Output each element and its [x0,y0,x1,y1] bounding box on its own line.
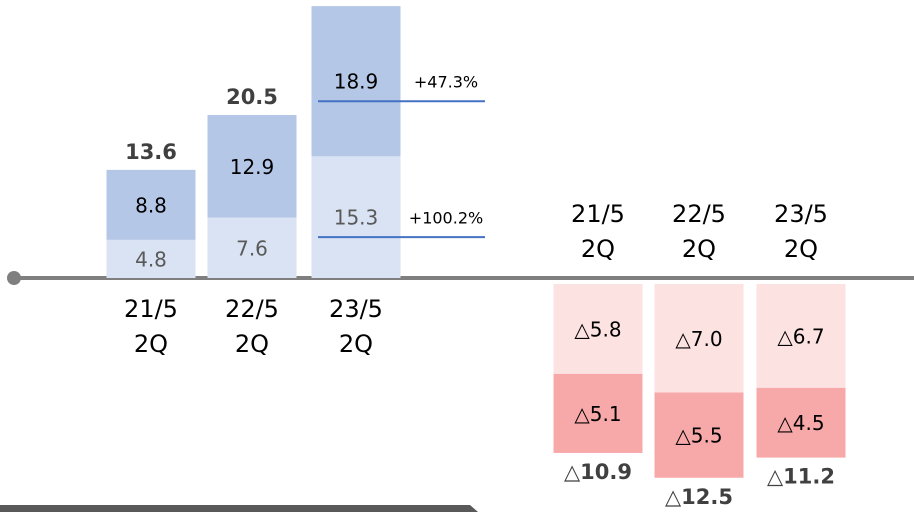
bar-segment [106,169,196,240]
bar-segment [311,156,401,278]
value-label: △5.5 [675,424,722,448]
total-label: 20.5 [226,85,278,109]
bar-segment [654,392,744,478]
category-label: 22/5 2Q [672,200,726,263]
growth-label: +100.2% [409,209,483,228]
value-label: △6.7 [777,324,824,348]
value-label: 7.6 [236,236,268,260]
category-label: 21/5 2Q [571,200,625,263]
bar-segment [311,6,401,157]
value-label: 8.8 [135,193,167,217]
value-label: 18.9 [334,70,379,94]
value-label: 15.3 [334,206,379,230]
total-label: 13.6 [125,140,177,164]
axis-dot [7,271,21,285]
category-label: 21/5 2Q [124,295,178,358]
value-label: 12.9 [230,155,275,179]
bar-segment [207,217,297,278]
total-label: △10.9 [564,460,632,484]
bar-segment [756,284,846,388]
value-label: △7.0 [675,327,722,351]
bar-segment [654,284,744,393]
bar-segment [553,284,643,374]
total-label: △11.2 [767,465,835,489]
category-label: 22/5 2Q [225,295,279,358]
bar-segment [553,373,643,453]
value-label: 4.8 [135,247,167,271]
value-label: △5.8 [574,317,621,341]
bar-segment [207,115,297,218]
category-label: 23/5 2Q [774,200,828,263]
bar-segment [756,387,846,458]
value-label: △4.5 [777,411,824,435]
bar-segment [106,239,196,278]
category-label: 23/5 2Q [329,295,383,358]
total-label: △12.5 [665,485,733,509]
value-label: △5.1 [574,402,621,426]
footer-bar [0,505,478,512]
growth-label: +47.3% [414,73,478,92]
